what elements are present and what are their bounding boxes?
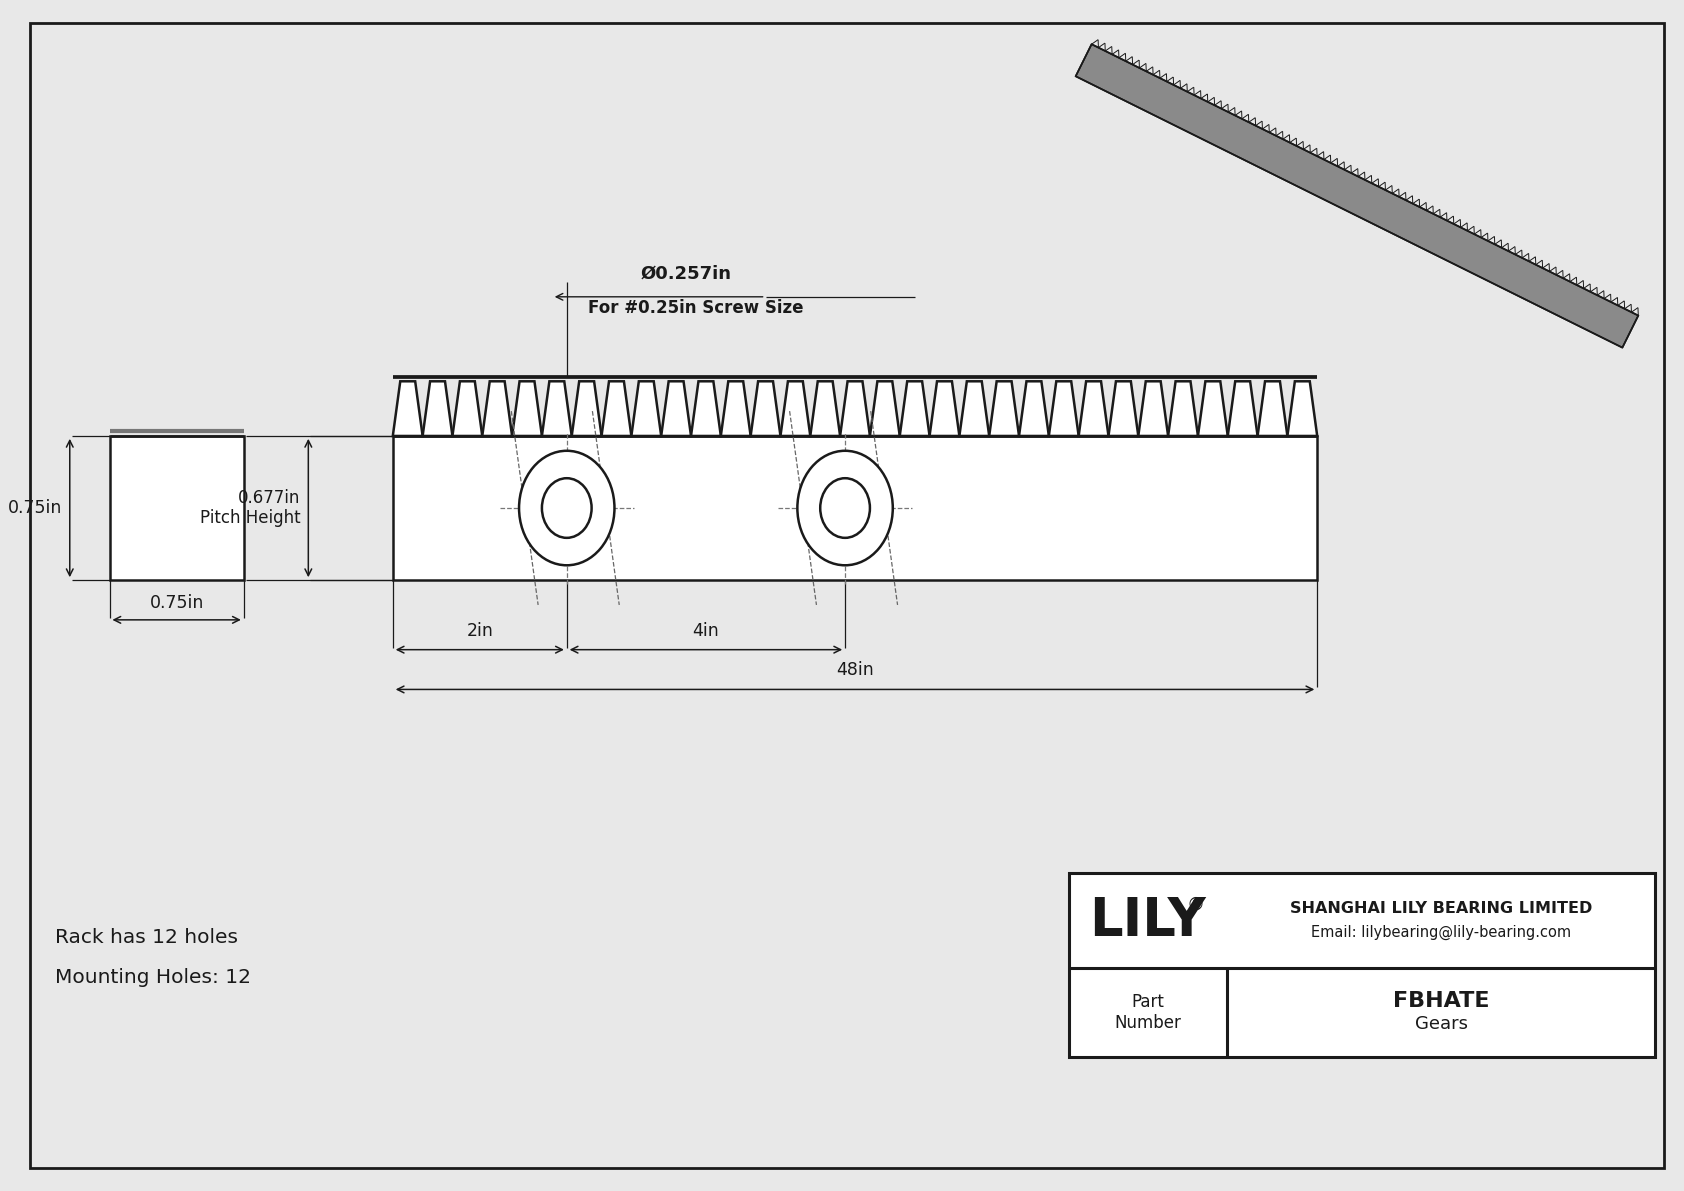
Ellipse shape [519,450,615,566]
Polygon shape [482,381,512,436]
Polygon shape [632,381,662,436]
Bar [392,436,1317,580]
Polygon shape [512,381,542,436]
Polygon shape [1228,381,1258,436]
Polygon shape [601,381,632,436]
Text: 0.75in: 0.75in [150,594,204,612]
Polygon shape [960,381,989,436]
Text: LILY: LILY [1090,894,1206,947]
Text: ®: ® [1187,896,1204,913]
Polygon shape [751,381,780,436]
Polygon shape [1138,381,1169,436]
Text: 48in: 48in [837,661,874,680]
Polygon shape [1169,381,1197,436]
Polygon shape [810,381,840,436]
Text: 0.75in: 0.75in [7,499,62,517]
Polygon shape [1197,381,1228,436]
Text: Email: lilybearing@lily-bearing.com: Email: lilybearing@lily-bearing.com [1312,925,1571,940]
Text: 2in: 2in [466,622,493,640]
Text: Mounting Holes: 12: Mounting Holes: 12 [56,968,251,987]
Polygon shape [453,381,482,436]
Polygon shape [1019,381,1049,436]
Polygon shape [662,381,690,436]
Text: 0.677in
Pitch Height: 0.677in Pitch Height [200,488,300,528]
Ellipse shape [820,479,871,538]
Ellipse shape [797,450,893,566]
Polygon shape [780,381,810,436]
Polygon shape [899,381,930,436]
Text: Ø0.257in: Ø0.257in [640,264,731,283]
Polygon shape [721,381,751,436]
Polygon shape [871,381,899,436]
Polygon shape [989,381,1019,436]
Polygon shape [1258,381,1287,436]
Polygon shape [1108,381,1138,436]
Polygon shape [1287,381,1317,436]
Polygon shape [573,381,601,436]
Polygon shape [1049,381,1079,436]
Text: SHANGHAI LILY BEARING LIMITED: SHANGHAI LILY BEARING LIMITED [1290,902,1593,916]
Polygon shape [392,381,423,436]
Polygon shape [840,381,871,436]
Polygon shape [423,381,453,436]
Bar [1069,873,1655,1058]
Ellipse shape [542,479,591,538]
Polygon shape [542,381,573,436]
Text: For #0.25in Screw Size: For #0.25in Screw Size [588,299,803,317]
Bar [109,436,244,580]
Polygon shape [1076,44,1639,348]
Polygon shape [690,381,721,436]
Text: Part
Number: Part Number [1115,993,1182,1031]
Polygon shape [930,381,960,436]
Polygon shape [1079,381,1108,436]
Text: Gears: Gears [1415,1016,1468,1034]
Text: Rack has 12 holes: Rack has 12 holes [56,929,237,947]
Text: FBHATE: FBHATE [1393,991,1489,1010]
Text: 4in: 4in [692,622,719,640]
